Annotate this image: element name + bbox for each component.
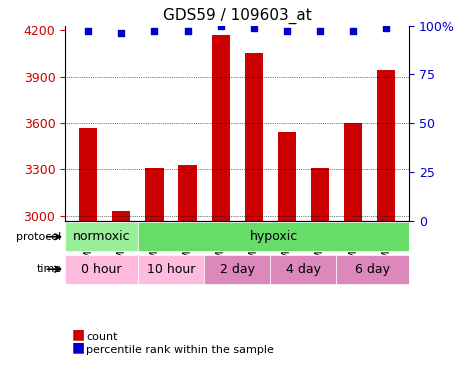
Text: ■: ■ [72,340,85,354]
Title: GDS59 / 109603_at: GDS59 / 109603_at [163,8,312,24]
Text: hypoxic: hypoxic [249,230,298,243]
Bar [79,128,97,220]
FancyBboxPatch shape [65,255,138,284]
Bar [278,132,296,220]
Point [316,29,324,34]
Point [382,25,390,30]
Text: 0 hour: 0 hour [81,263,122,276]
Text: ■: ■ [72,328,85,341]
Bar [212,35,230,220]
Point [184,29,191,34]
Point [217,23,224,29]
Bar [179,165,197,220]
FancyBboxPatch shape [138,222,409,251]
Text: 6 day: 6 day [355,263,390,276]
Text: normoxic: normoxic [73,230,130,243]
FancyBboxPatch shape [336,255,409,284]
Bar [245,53,263,220]
FancyBboxPatch shape [270,255,336,284]
Bar [311,168,329,220]
Text: 10 hour: 10 hour [147,263,195,276]
Bar [112,211,131,220]
Point [118,30,125,36]
Bar [344,123,362,220]
FancyBboxPatch shape [65,222,138,251]
Text: percentile rank within the sample: percentile rank within the sample [86,345,274,355]
FancyBboxPatch shape [138,255,204,284]
Text: 4 day: 4 day [286,263,321,276]
Point [250,25,258,30]
Text: count: count [86,332,118,342]
Point [349,29,357,34]
Bar [377,71,395,220]
Text: time: time [36,264,62,274]
FancyBboxPatch shape [204,255,270,284]
Point [85,29,92,34]
Point [283,29,291,34]
Bar [146,168,164,220]
Text: protocol: protocol [16,232,62,242]
Point [151,29,158,34]
Text: 2 day: 2 day [219,263,255,276]
